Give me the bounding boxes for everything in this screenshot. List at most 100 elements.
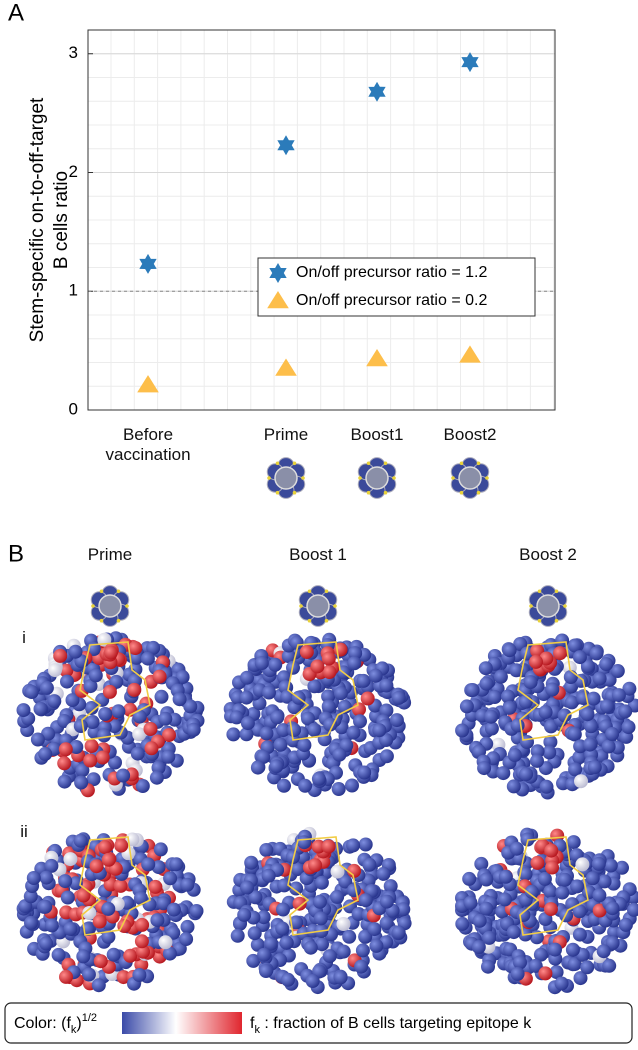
atom (292, 896, 307, 911)
data-point (459, 345, 481, 363)
atom (615, 860, 629, 875)
legend-label: On/off precursor ratio = 1.2 (296, 264, 487, 281)
atom (496, 766, 511, 781)
atom (240, 716, 255, 731)
column-heading: Prime (87, 545, 133, 564)
atom (240, 670, 254, 685)
atom (462, 871, 477, 886)
x-tick-label: Before vaccination (105, 425, 191, 464)
data-point (139, 253, 157, 274)
atom (618, 917, 633, 932)
atom (156, 896, 171, 911)
atom (567, 638, 582, 653)
atom (289, 915, 304, 930)
icon-dot (383, 461, 388, 466)
atom (60, 890, 75, 905)
atom (162, 728, 176, 743)
atom (130, 746, 145, 761)
atom (41, 726, 56, 741)
atom (297, 835, 312, 850)
epitope-outline (517, 641, 589, 741)
atom (268, 657, 283, 672)
atom (85, 715, 100, 729)
icon-core (306, 594, 330, 618)
atom (149, 770, 164, 785)
atom (128, 641, 143, 655)
atom (269, 759, 284, 774)
atom (281, 972, 295, 987)
icon-dot (537, 589, 542, 594)
atom (256, 750, 271, 765)
icon-dot (116, 589, 121, 594)
atom (502, 700, 517, 715)
icon-core (536, 594, 560, 618)
atom (180, 919, 195, 934)
atom (153, 842, 168, 857)
icon-dot (324, 618, 329, 623)
atom (498, 869, 513, 884)
atom (596, 944, 611, 959)
atom (259, 964, 273, 978)
atom (53, 648, 68, 663)
atom (330, 864, 345, 879)
atom (65, 693, 80, 708)
atom (57, 756, 72, 771)
atom (565, 942, 580, 957)
atom (141, 857, 156, 872)
atom (356, 673, 371, 688)
atom (574, 774, 588, 789)
atom (270, 710, 285, 725)
atom (277, 778, 291, 793)
atom (346, 725, 361, 740)
atom (611, 688, 626, 703)
atom (533, 947, 548, 962)
atom (98, 707, 113, 721)
icon-dot (275, 461, 280, 466)
icon-dot (333, 604, 337, 608)
column-heading: Boost 1 (289, 545, 347, 564)
atom (317, 732, 332, 747)
atom (465, 683, 480, 697)
colorbar-box (4, 1002, 633, 1044)
atom (68, 644, 83, 659)
atom (368, 668, 383, 683)
atom (501, 689, 515, 704)
atom (279, 935, 294, 950)
icon-dot (99, 589, 104, 594)
atom (314, 875, 329, 890)
atom (114, 838, 129, 853)
atom (183, 699, 198, 714)
atom (333, 970, 348, 985)
atom (479, 676, 494, 691)
atom (627, 902, 638, 917)
atom (516, 908, 531, 922)
atom (38, 899, 53, 914)
atom (543, 884, 558, 899)
atom (47, 694, 62, 709)
atom (510, 718, 525, 733)
colorbar-label-part: f (250, 1015, 255, 1032)
colorbar-label-part: k (254, 1024, 260, 1036)
atom (605, 901, 620, 916)
protein-surface (16, 631, 205, 798)
atom (348, 646, 363, 661)
atom (482, 930, 497, 945)
icon-dot (392, 476, 396, 480)
atom (580, 707, 595, 722)
atom (135, 917, 150, 932)
atom (30, 732, 45, 747)
atom (250, 760, 265, 775)
colorbar-label-part: Color: (f (14, 1015, 71, 1032)
data-point (275, 358, 297, 376)
atom (275, 921, 290, 936)
atom (358, 837, 373, 852)
atom (60, 674, 74, 689)
atom (298, 778, 313, 793)
row-label: ii (20, 822, 28, 841)
atom (23, 889, 38, 904)
atom (312, 894, 327, 909)
atom (239, 727, 254, 742)
atom (239, 690, 254, 705)
atom (123, 948, 138, 963)
